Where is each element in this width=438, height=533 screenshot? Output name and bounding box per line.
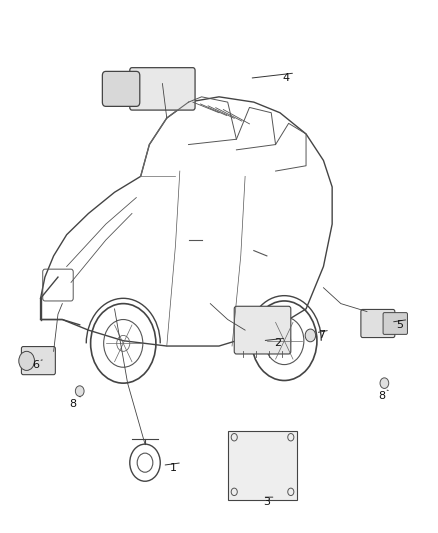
Text: 3: 3	[263, 497, 270, 507]
FancyBboxPatch shape	[102, 71, 140, 107]
FancyBboxPatch shape	[383, 313, 407, 334]
Text: 5: 5	[396, 320, 403, 330]
Circle shape	[19, 351, 35, 370]
Text: 4: 4	[283, 73, 290, 83]
Circle shape	[305, 329, 316, 342]
FancyBboxPatch shape	[234, 306, 291, 354]
Text: 1: 1	[170, 463, 177, 473]
FancyBboxPatch shape	[361, 310, 395, 337]
FancyBboxPatch shape	[228, 431, 297, 500]
Text: 7: 7	[318, 330, 325, 341]
Text: 8: 8	[378, 391, 386, 401]
Circle shape	[75, 386, 84, 397]
FancyBboxPatch shape	[130, 68, 195, 110]
Text: 8: 8	[70, 399, 77, 409]
Circle shape	[380, 378, 389, 389]
Text: 2: 2	[274, 338, 281, 349]
FancyBboxPatch shape	[21, 346, 55, 375]
Text: 6: 6	[33, 360, 40, 369]
